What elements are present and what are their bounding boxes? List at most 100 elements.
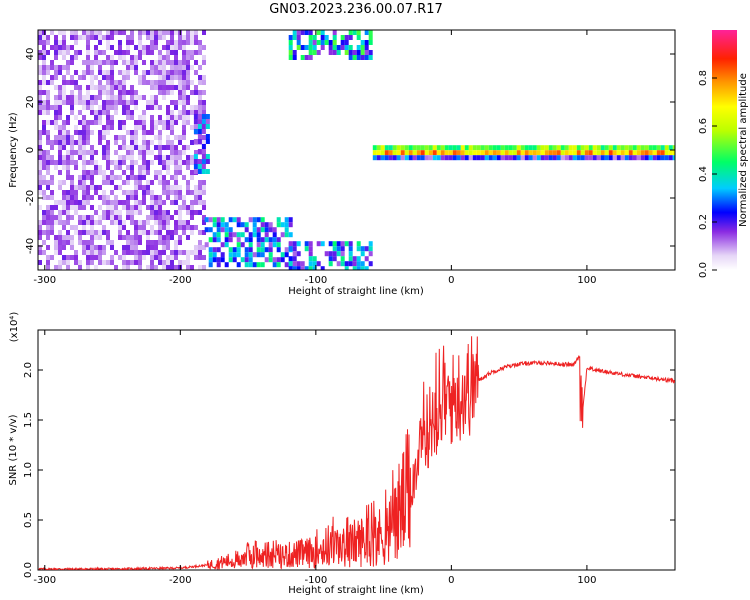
heatmap-cell xyxy=(656,150,661,156)
heatmap-cell xyxy=(528,150,533,156)
heatmap-cell xyxy=(244,237,249,243)
heatmap-cell xyxy=(42,90,46,95)
heatmap-cell xyxy=(166,115,170,120)
heatmap-cell xyxy=(332,50,337,55)
heatmap-cell xyxy=(94,85,98,90)
heatmap-cell xyxy=(616,145,621,151)
heatmap-cell xyxy=(78,175,82,180)
heatmap-cell xyxy=(356,55,361,60)
heatmap-cell xyxy=(46,80,50,85)
heatmap-cell xyxy=(58,105,62,110)
heatmap-cell xyxy=(46,50,50,55)
heatmap-cell xyxy=(106,75,110,80)
heatmap-cell xyxy=(344,261,349,267)
heatmap-cell xyxy=(102,35,106,40)
heatmap-cell xyxy=(174,40,178,45)
heatmap-cell xyxy=(102,155,106,160)
heatmap-cell xyxy=(190,205,194,210)
heatmap-cell xyxy=(102,260,106,265)
heatmap-cell xyxy=(98,85,102,90)
heatmap-cell xyxy=(496,150,501,156)
heatmap-cell xyxy=(130,40,134,45)
heatmap-cell xyxy=(356,35,361,40)
heatmap-cell xyxy=(182,175,186,180)
heatmap-cell xyxy=(194,60,198,65)
heatmap-cell xyxy=(110,255,114,260)
heatmap-cell xyxy=(118,80,122,85)
heatmap-cell xyxy=(292,35,297,40)
heatmap-cell xyxy=(62,35,66,40)
heatmap-cell xyxy=(380,155,385,161)
heatmap-cell xyxy=(252,262,257,268)
heatmap-cell xyxy=(205,124,210,129)
heatmap-cell xyxy=(54,55,58,60)
heatmap-cell xyxy=(348,256,353,262)
heatmap-cell xyxy=(86,135,90,140)
line-y-multiplier: (x10⁴) xyxy=(9,312,20,343)
heatmap-cell xyxy=(202,80,206,85)
heatmap-cell xyxy=(86,70,90,75)
heatmap-cell xyxy=(38,245,42,250)
heatmap-cell xyxy=(524,150,529,156)
heatmap-cell xyxy=(62,50,66,55)
heatmap-cell xyxy=(296,251,301,257)
heatmap-cell xyxy=(134,250,138,255)
heatmap-cell xyxy=(126,40,130,45)
heatmap-cell xyxy=(54,105,58,110)
heatmap-cell xyxy=(94,160,98,165)
heatmap-cell xyxy=(166,255,170,260)
heatmap-cell xyxy=(202,215,206,220)
heatmap-cell xyxy=(94,250,98,255)
heatmap-cell xyxy=(216,227,221,233)
heatmap-cell xyxy=(38,105,42,110)
heatmap-cell xyxy=(82,220,86,225)
heatmap-cell xyxy=(174,195,178,200)
heatmap-cell xyxy=(612,155,617,161)
heatmap-cell xyxy=(46,155,50,160)
heatmap-y-tick-label: 0 xyxy=(25,147,36,153)
heatmap-cell xyxy=(174,75,178,80)
heatmap-cell xyxy=(86,220,90,225)
heatmap-cell xyxy=(62,210,66,215)
heatmap-cell xyxy=(174,190,178,195)
heatmap-cell xyxy=(126,195,130,200)
heatmap-cell xyxy=(528,155,533,161)
heatmap-cell xyxy=(86,50,90,55)
heatmap-cell xyxy=(194,150,198,155)
heatmap-cell xyxy=(150,45,154,50)
heatmap-cell xyxy=(98,35,102,40)
heatmap-cell xyxy=(332,246,337,252)
heatmap-cell xyxy=(42,220,46,225)
heatmap-cell xyxy=(476,150,481,156)
heatmap-cell xyxy=(178,160,182,165)
heatmap-cell xyxy=(122,105,126,110)
heatmap-cell xyxy=(70,240,74,245)
heatmap-cell xyxy=(130,160,134,165)
heatmap-cell xyxy=(344,35,349,40)
heatmap-cell xyxy=(70,110,74,115)
heatmap-cell xyxy=(114,150,118,155)
heatmap-cell xyxy=(138,125,142,130)
heatmap-cell xyxy=(396,150,401,156)
heatmap-cell xyxy=(126,70,130,75)
heatmap-cell xyxy=(94,255,98,260)
heatmap-cell xyxy=(186,85,190,90)
heatmap-cell xyxy=(66,100,70,105)
heatmap-cell xyxy=(308,241,313,247)
heatmap-cell xyxy=(182,125,186,130)
heatmap-cell xyxy=(138,165,142,170)
heatmap-cell xyxy=(201,169,206,174)
heatmap-cell xyxy=(142,155,146,160)
heatmap-cell xyxy=(130,210,134,215)
heatmap-cell xyxy=(110,200,114,205)
heatmap-cell xyxy=(232,232,237,238)
heatmap-cell xyxy=(174,220,178,225)
heatmap-cell xyxy=(284,232,289,238)
heatmap-cell xyxy=(384,145,389,151)
heatmap-cell xyxy=(201,114,206,119)
heatmap-cell xyxy=(146,240,150,245)
heatmap-cell xyxy=(162,60,166,65)
heatmap-cell xyxy=(320,35,325,40)
heatmap-cell xyxy=(66,165,70,170)
heatmap-cell xyxy=(102,250,106,255)
